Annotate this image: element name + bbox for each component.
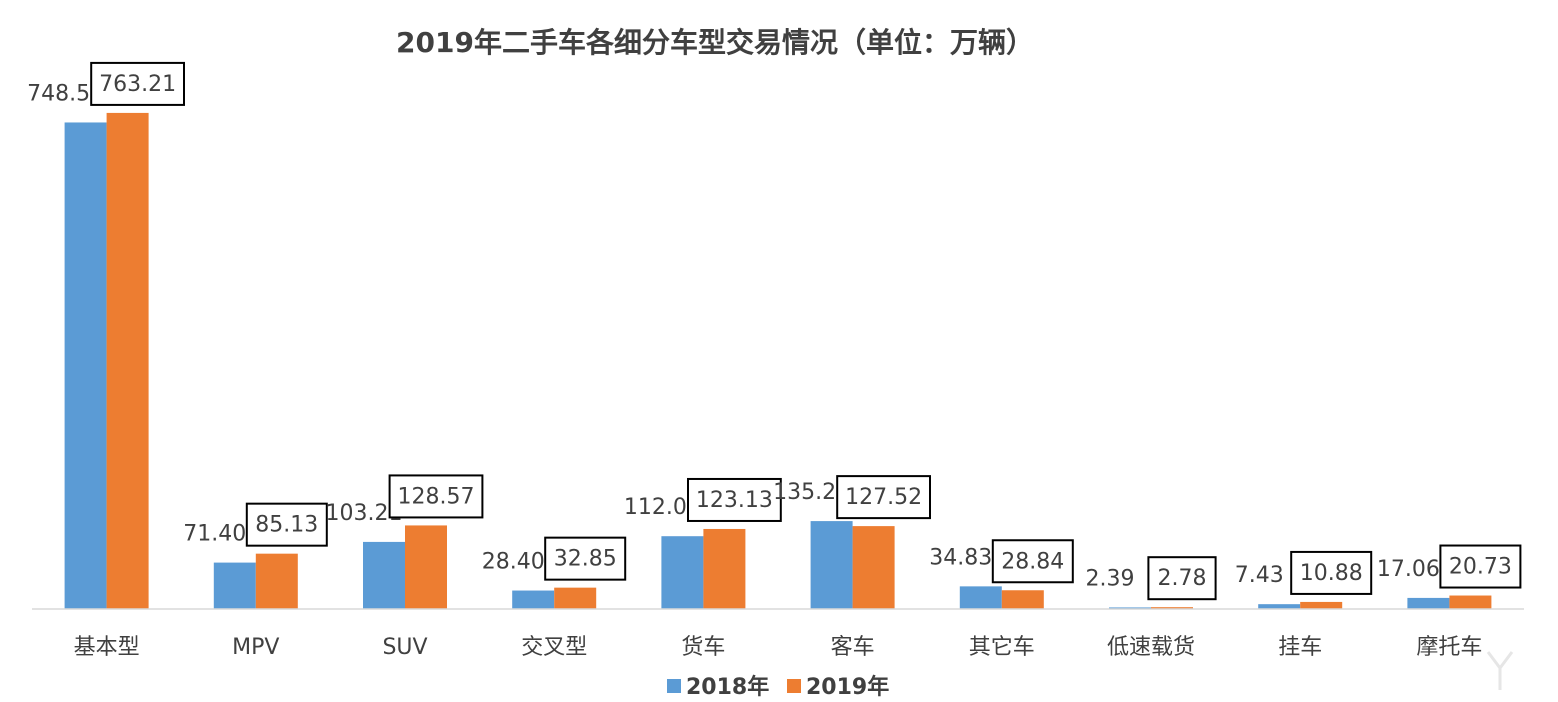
data-label: 127.52 — [845, 485, 922, 510]
data-label-box — [1147, 556, 1217, 601]
data-label: 32.85 — [554, 547, 617, 572]
bar-series1 — [661, 536, 704, 609]
data-label-box — [1290, 550, 1373, 595]
category-label: SUV — [382, 635, 427, 660]
bar-series1 — [810, 521, 853, 609]
data-label: 20.73 — [1449, 555, 1512, 580]
bar-series1 — [512, 590, 555, 609]
category-label: 挂车 — [1278, 635, 1322, 660]
bar-series2 — [255, 553, 298, 609]
data-label-box — [687, 477, 782, 522]
bar-series1 — [1407, 597, 1450, 609]
watermark-logo — [1486, 651, 1514, 690]
legend-swatch — [667, 679, 681, 693]
data-label-box — [90, 61, 185, 106]
category-label: 货车 — [681, 635, 725, 660]
data-label: 34.83 — [929, 545, 992, 570]
category-label: 基本型 — [74, 635, 140, 660]
legend-label: 2019年 — [806, 674, 889, 700]
bar-series1 — [1258, 604, 1301, 609]
bar-series2 — [405, 525, 447, 609]
bar-series2 — [1300, 601, 1343, 609]
bar-series1 — [213, 562, 256, 609]
category-label: 交叉型 — [521, 635, 587, 660]
data-label-box — [836, 475, 932, 520]
data-label: 123.13 — [696, 488, 773, 513]
bar-series1 — [959, 586, 1002, 609]
bar-series2 — [852, 526, 895, 609]
bar-series2 — [1449, 595, 1492, 609]
legend-swatch — [787, 679, 801, 693]
category-label: 客车 — [831, 635, 875, 660]
data-label: 17.06 — [1377, 557, 1440, 582]
data-label: 85.13 — [255, 513, 318, 538]
data-label: 71.40 — [183, 522, 246, 547]
bar-series1 — [64, 122, 107, 609]
bar-series2 — [106, 112, 149, 609]
data-label: 10.88 — [1300, 561, 1363, 586]
bar-series1 — [363, 541, 405, 609]
legend: 2018年 2019年 — [667, 674, 889, 700]
data-label: 28.84 — [1001, 549, 1064, 574]
data-label: 7.43 — [1235, 563, 1284, 588]
data-label: 28.40 — [482, 550, 545, 575]
data-label: 128.57 — [398, 484, 475, 509]
category-label: 其它车 — [969, 635, 1035, 660]
bar-series2 — [703, 528, 746, 609]
category-label: 摩托车 — [1416, 635, 1482, 660]
category-label: 低速载货 — [1107, 635, 1195, 660]
category-labels-group: 基本型 MPV SUV 交叉型 货车 客车 其它车 低速载货 挂车 摩托车 — [74, 635, 1483, 660]
legend-label: 2018年 — [686, 674, 769, 700]
bar-series1 — [1109, 607, 1151, 609]
bar-series2 — [554, 587, 597, 609]
bars-group — [64, 112, 1492, 609]
data-label: 763.21 — [99, 72, 176, 97]
data-label-box — [991, 539, 1074, 584]
data-label: 2.78 — [1158, 566, 1207, 591]
category-label: MPV — [232, 635, 279, 660]
data-label-box — [388, 474, 484, 519]
data-label-box — [245, 502, 328, 547]
bar-series2 — [1151, 607, 1193, 609]
bar-series2 — [1001, 590, 1044, 609]
data-label: 2.39 — [1086, 566, 1135, 591]
data-label-box — [544, 536, 627, 581]
data-label-box — [1439, 544, 1522, 589]
chart-title: 2019年二手车各细分车型交易情况（单位：万辆） — [396, 26, 1034, 59]
